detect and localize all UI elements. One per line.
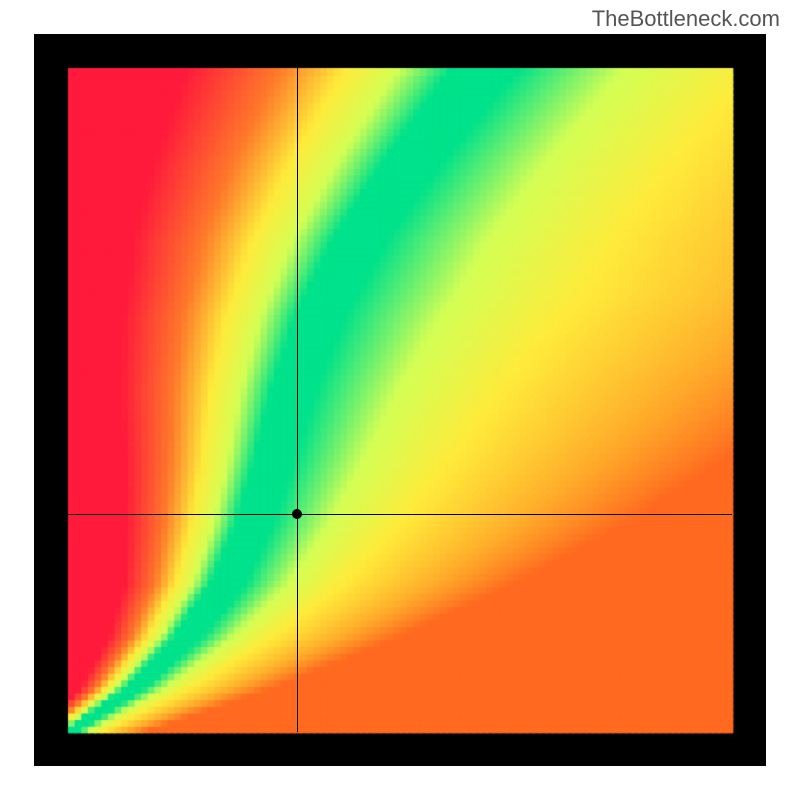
crosshair-marker <box>292 509 302 519</box>
heatmap-canvas <box>34 34 766 766</box>
crosshair-horizontal <box>68 514 732 515</box>
plot-frame <box>34 34 766 766</box>
crosshair-vertical <box>297 68 298 732</box>
watermark-text: TheBottleneck.com <box>592 6 780 32</box>
chart-root: TheBottleneck.com <box>0 0 800 800</box>
